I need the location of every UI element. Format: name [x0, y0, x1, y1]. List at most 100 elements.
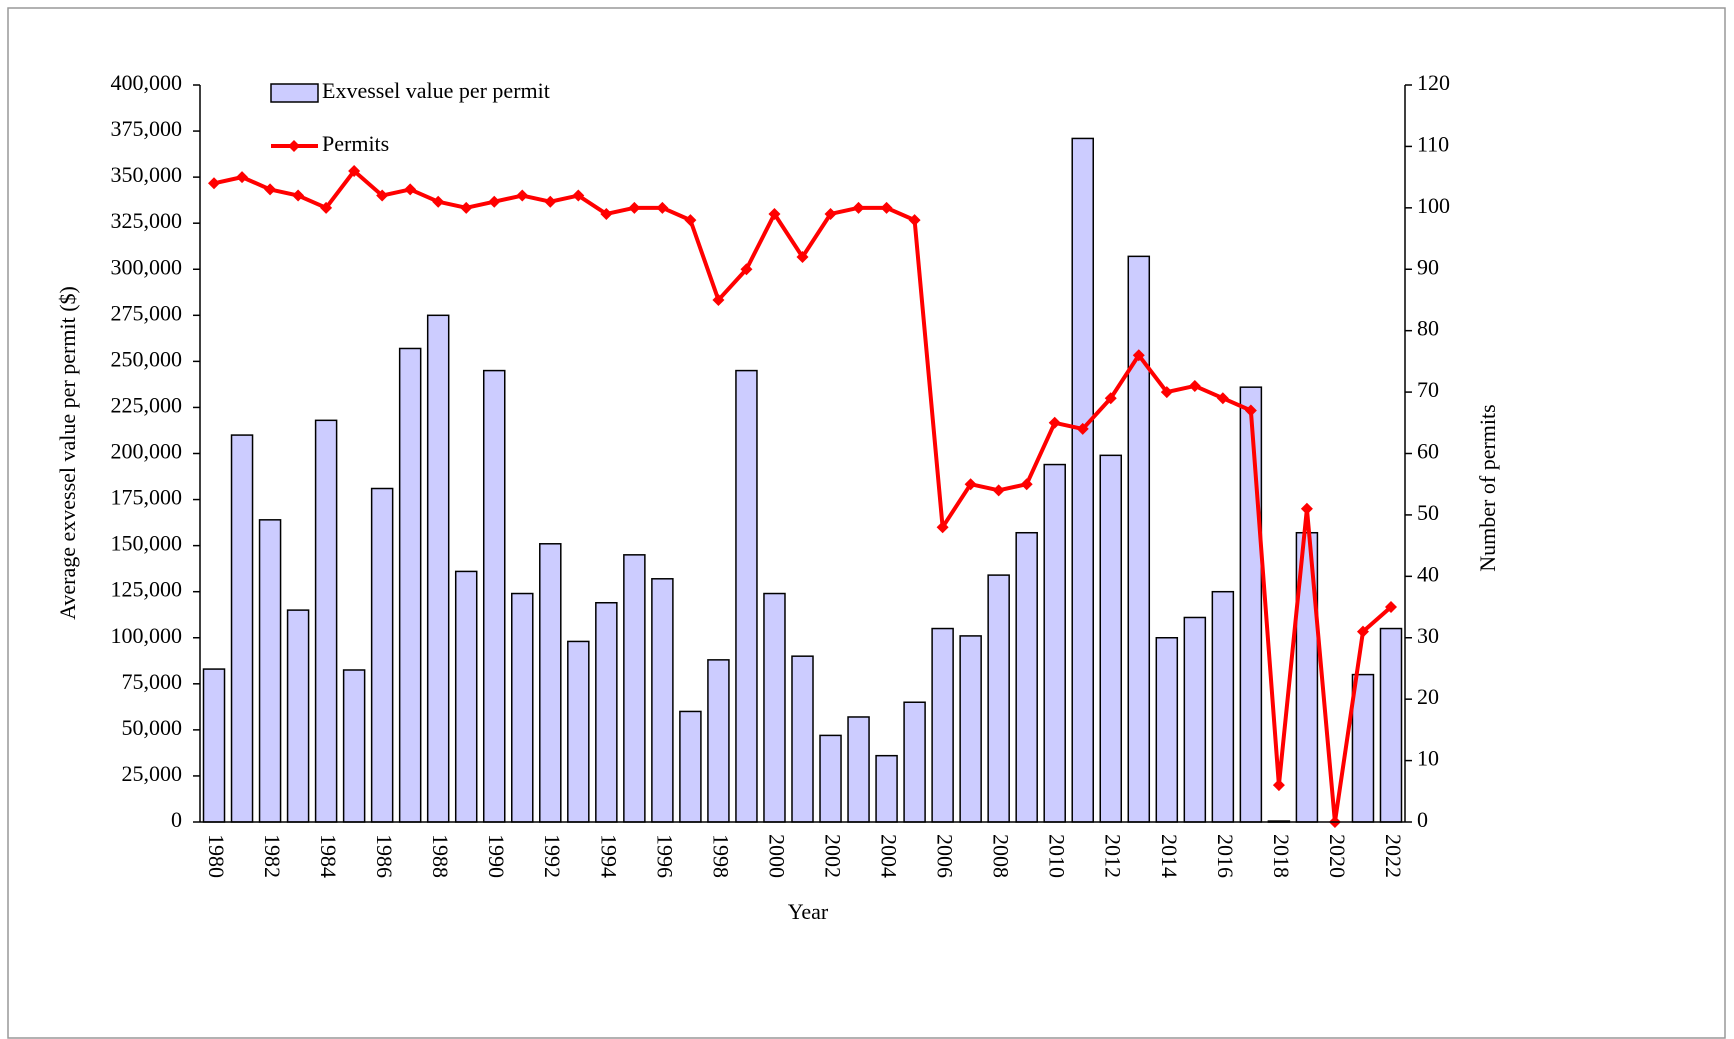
bar	[1043, 463, 1066, 823]
line-marker	[432, 195, 445, 208]
y-tick-label: 275,000	[111, 300, 183, 325]
bar	[847, 716, 870, 823]
y-axis-label: Average exvessel value per permit ($)	[55, 286, 80, 620]
x-tick-label: 1992	[540, 834, 565, 878]
bar	[763, 592, 786, 823]
y-tick-label: 150,000	[111, 531, 183, 556]
line-marker	[628, 201, 641, 214]
bar	[342, 669, 366, 823]
x-tick-label: 2004	[877, 834, 902, 878]
y-tick-label: 225,000	[111, 392, 183, 417]
y2-tick-label: 30	[1417, 623, 1439, 648]
line-marker	[516, 189, 529, 202]
line-marker	[908, 214, 921, 227]
y2-tick-label: 80	[1417, 316, 1439, 341]
bar	[959, 635, 982, 823]
x-tick-label: 2008	[989, 834, 1014, 878]
x-tick-label: 2014	[1157, 834, 1182, 878]
line-marker	[488, 195, 501, 208]
y-tick-label: 100,000	[111, 623, 183, 648]
line-marker	[544, 195, 557, 208]
y-tick-label: 300,000	[111, 254, 183, 279]
line-marker	[852, 201, 865, 214]
bar	[511, 592, 534, 823]
line-marker	[684, 214, 697, 227]
legend-label: Permits	[322, 131, 389, 156]
frame	[7, 7, 1726, 1039]
bar	[931, 627, 954, 823]
y-tick-label: 375,000	[111, 116, 183, 141]
line-marker	[1020, 478, 1033, 491]
line-marker	[1244, 404, 1257, 417]
line-marker	[264, 183, 277, 196]
bar	[679, 710, 702, 823]
bar	[202, 668, 226, 823]
bar	[987, 574, 1010, 823]
bar	[454, 570, 478, 823]
line-marker	[1188, 379, 1201, 392]
line-marker	[1356, 625, 1369, 638]
bar	[426, 314, 450, 823]
line-marker	[796, 250, 809, 263]
y2-tick-label: 10	[1417, 746, 1439, 771]
bar	[286, 609, 310, 823]
y-tick-label: 200,000	[111, 439, 183, 464]
line-marker	[1048, 416, 1061, 429]
line-marker	[348, 164, 361, 177]
line-marker	[1216, 392, 1229, 405]
bar	[1211, 590, 1235, 823]
bar	[875, 754, 898, 823]
bar	[1015, 531, 1038, 823]
x-tick-label: 2006	[933, 834, 958, 878]
bar	[567, 640, 590, 823]
line-marker	[572, 189, 585, 202]
y-tick-label: 250,000	[111, 346, 183, 371]
line-marker	[1384, 601, 1397, 614]
x-tick-label: 1982	[260, 834, 285, 878]
bar	[1379, 627, 1403, 823]
line-marker	[656, 201, 669, 214]
legend-swatch	[270, 83, 319, 103]
x-tick-label: 1984	[316, 834, 341, 878]
line-marker	[376, 189, 389, 202]
line-marker	[768, 207, 781, 220]
y2-tick-label: 110	[1417, 131, 1449, 156]
bar	[735, 369, 758, 823]
line-marker	[1132, 349, 1145, 362]
bar	[1099, 454, 1123, 823]
line-marker	[936, 521, 949, 534]
y-tick-label: 175,000	[111, 485, 183, 510]
y-tick-label: 125,000	[111, 577, 183, 602]
bar	[539, 543, 562, 823]
line-marker	[1300, 502, 1313, 515]
bar	[1155, 637, 1179, 823]
bar	[1127, 255, 1151, 823]
y2-tick-label: 90	[1417, 254, 1439, 279]
legend-label: Exvessel value per permit	[322, 78, 550, 103]
x-tick-label: 1996	[652, 834, 677, 878]
line-marker	[236, 171, 249, 184]
bar	[1071, 137, 1094, 823]
bar	[258, 519, 282, 823]
line-marker	[992, 484, 1005, 497]
bar	[314, 419, 338, 823]
y-tick-label: 325,000	[111, 208, 183, 233]
x-tick-label: 1986	[372, 834, 397, 878]
x-tick-label: 2020	[1325, 834, 1350, 878]
x-tick-label: 2018	[1269, 834, 1294, 878]
y2-tick-label: 0	[1417, 807, 1428, 832]
bar	[623, 554, 646, 823]
line-marker	[824, 207, 837, 220]
y2-tick-label: 60	[1417, 439, 1439, 464]
line-marker	[292, 189, 305, 202]
line-marker	[320, 201, 333, 214]
x-tick-label: 1990	[484, 834, 509, 878]
y-tick-label: 50,000	[122, 715, 183, 740]
line-marker	[740, 263, 753, 276]
y-tick-label: 0	[171, 807, 182, 832]
x-tick-label: 2002	[820, 834, 845, 878]
line-marker	[1104, 392, 1117, 405]
line-marker	[404, 183, 417, 196]
y2-tick-label: 50	[1417, 500, 1439, 525]
y-tick-label: 75,000	[122, 669, 183, 694]
